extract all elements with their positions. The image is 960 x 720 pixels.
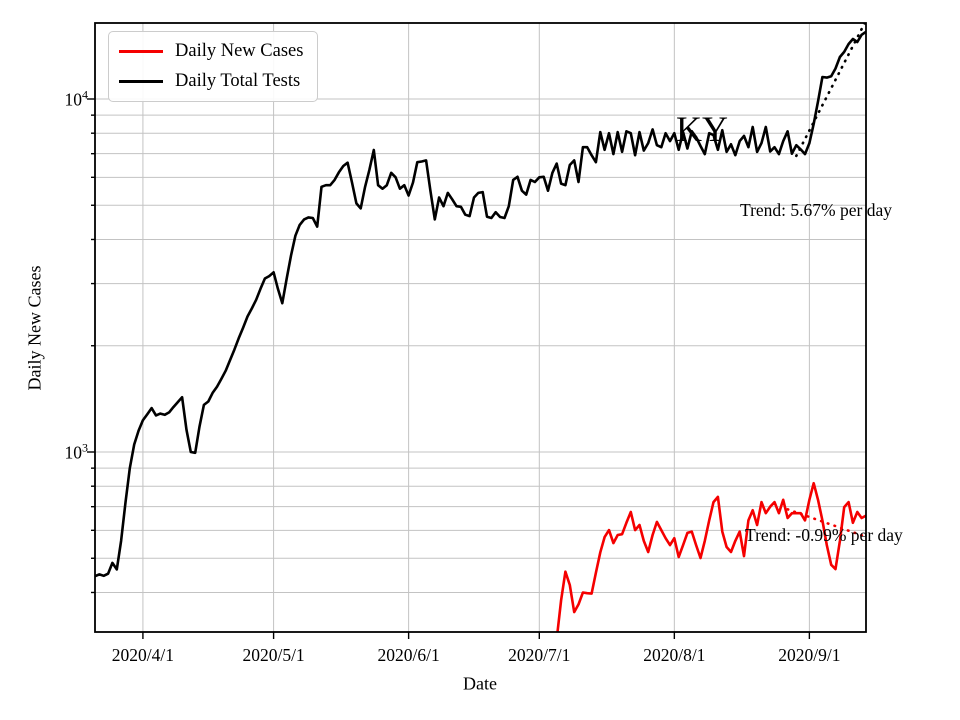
x-tick-label: 2020/8/1 bbox=[643, 645, 706, 665]
legend-item-daily-new-cases: Daily New Cases bbox=[119, 41, 303, 62]
x-tick-label: 2020/6/1 bbox=[377, 645, 440, 665]
y-tick-label: 104 bbox=[64, 87, 89, 110]
x-tick-label: 2020/5/1 bbox=[242, 645, 305, 665]
series-line-daily-total-tests bbox=[95, 30, 866, 578]
axis-ticks bbox=[87, 98, 811, 639]
y-axis-label: Daily New Cases bbox=[24, 265, 45, 391]
annotation-trend-cases: Trend: -0.99% per day bbox=[745, 525, 903, 545]
legend-line-sample-black-icon bbox=[119, 80, 163, 83]
x-tick-label: 2020/4/1 bbox=[111, 645, 175, 665]
x-axis-label: Date bbox=[463, 673, 497, 694]
legend-item-daily-total-tests: Daily Total Tests bbox=[119, 71, 303, 92]
annotation-state-code: KY bbox=[676, 109, 728, 149]
legend-label-daily-new-cases: Daily New Cases bbox=[175, 41, 304, 61]
legend-line-sample-red-icon bbox=[119, 50, 163, 53]
legend: Daily New Cases Daily Total Tests bbox=[108, 31, 319, 102]
gridlines bbox=[95, 23, 866, 632]
y-tick-label: 103 bbox=[64, 440, 89, 463]
annotation-trend-tests: Trend: 5.67% per day bbox=[740, 200, 892, 220]
trend-line-tests bbox=[794, 23, 866, 158]
series-line-daily-new-cases bbox=[556, 481, 866, 632]
axes-frame bbox=[94, 22, 867, 633]
x-tick-label: 2020/7/1 bbox=[508, 645, 571, 665]
x-tick-label: 2020/9/1 bbox=[778, 645, 841, 665]
legend-label-daily-total-tests: Daily Total Tests bbox=[175, 71, 301, 91]
